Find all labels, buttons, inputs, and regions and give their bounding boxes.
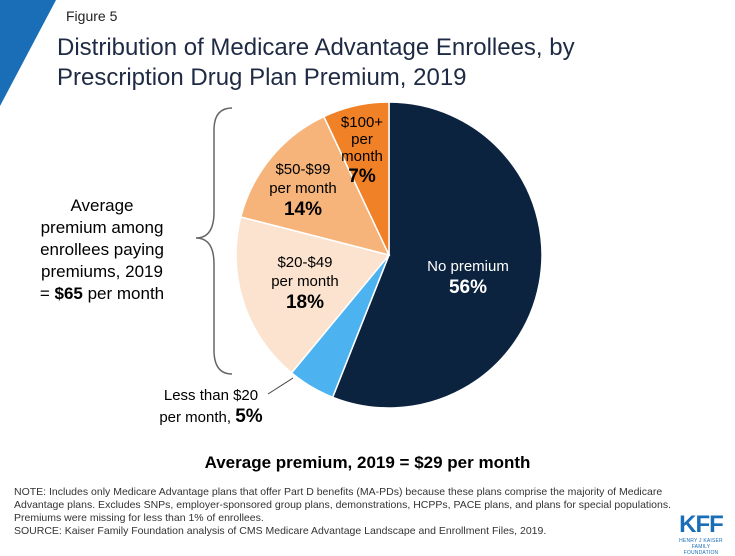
figure-label: Figure 5 — [66, 8, 118, 24]
logo-main: KFF — [679, 511, 724, 538]
slice-label-less-than-20: Less than $20 per month, 5% — [146, 386, 276, 428]
slice-label-text: month — [341, 148, 383, 165]
slice-label-text: per month, — [159, 409, 232, 426]
chart-title: Distribution of Medicare Advantage Enrol… — [57, 34, 575, 91]
notes-block: NOTE: Includes only Medicare Advantage p… — [14, 486, 674, 538]
slice-label-20-49: $20-$49 per month 18% — [250, 253, 360, 314]
pie-slice-100p — [322, 101, 390, 256]
slice-percent: 5% — [235, 406, 263, 427]
pie-slice-50_99 — [239, 115, 391, 257]
avg-note-line: per month — [82, 284, 165, 303]
kff-logo: KFF HENRY J KAISER FAMILY FOUNDATION — [674, 512, 728, 556]
avg-note-line: Average — [70, 196, 134, 215]
slice-label-text: $100+ — [340, 114, 384, 131]
slice-label-no-premium: No premium 56% — [398, 257, 538, 299]
avg-note-line: premium among — [40, 218, 164, 237]
average-premium-note: Average premium among enrollees paying p… — [18, 195, 186, 305]
slice-label-text: $20-$49 — [277, 254, 333, 271]
slice-label-text: No premium — [427, 258, 509, 275]
note-text: NOTE: Includes only Medicare Advantage p… — [14, 486, 671, 524]
avg-note-line: = — [39, 284, 55, 303]
source-text: SOURCE: Kaiser Family Foundation analysi… — [14, 525, 547, 537]
average-premium-footer: Average premium, 2019 = $29 per month — [204, 453, 531, 472]
avg-note-line: premiums, 2019 — [41, 262, 163, 281]
slice-percent: 14% — [283, 199, 323, 220]
slice-label-50-99: $50-$99 per month 14% — [248, 160, 358, 221]
slice-label-text: per month — [271, 273, 339, 290]
corner-triangle-decoration — [0, 0, 56, 106]
pie-slice-20_49 — [235, 216, 391, 374]
slice-label-text: Less than $20 — [163, 387, 259, 404]
slice-percent: 7% — [348, 166, 376, 187]
logo-sub: HENRY J KAISER — [679, 538, 723, 544]
logo-sub: FAMILY FOUNDATION — [683, 544, 719, 556]
avg-note-amount: $65 — [54, 284, 83, 303]
slice-label-text: per month — [269, 180, 337, 197]
slice-label-text: $50-$99 — [275, 161, 331, 178]
slice-percent: 18% — [285, 292, 325, 313]
avg-note-line: enrollees paying — [40, 240, 164, 259]
pie-slice-none — [331, 101, 543, 409]
leader-line-less-than-20 — [267, 377, 294, 395]
slice-percent: 56% — [448, 277, 488, 298]
slice-label-text: per — [351, 131, 373, 148]
curly-brace — [195, 107, 233, 375]
slice-label-100-plus: $100+ per month 7% — [332, 114, 392, 188]
